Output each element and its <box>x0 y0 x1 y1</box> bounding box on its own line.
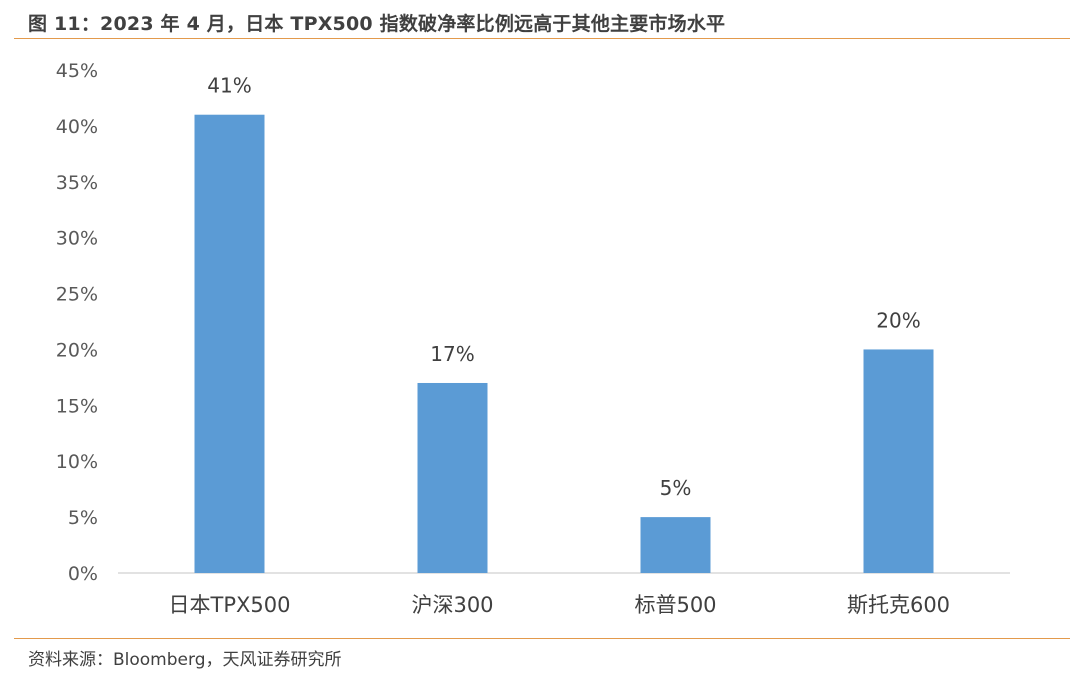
bar-value-label: 41% <box>207 74 251 98</box>
y-tick-label: 35% <box>56 172 98 194</box>
bar <box>194 114 265 573</box>
y-tick-label: 15% <box>56 395 98 417</box>
y-tick-label: 25% <box>56 284 98 306</box>
x-tick-label: 斯托克600 <box>847 593 950 617</box>
y-tick-label: 0% <box>68 563 98 585</box>
x-tick-label: 日本TPX500 <box>169 593 291 617</box>
y-tick-label: 20% <box>56 339 98 361</box>
bar-value-label: 20% <box>876 308 920 332</box>
footer-divider <box>14 638 1070 639</box>
bar-chart: 0% 5% 10% 15% 20% 25% 30% 35% 40% 45% 41% 17% 5% 20%… <box>56 60 1010 617</box>
x-tick-label: 沪深300 <box>411 593 493 617</box>
bars <box>194 114 934 573</box>
bar-value-label: 5% <box>660 476 692 500</box>
data-labels: 41% 17% 5% 20% <box>207 74 920 500</box>
title-divider <box>14 38 1070 39</box>
source-note: 资料来源：Bloomberg，天风证券研究所 <box>28 650 342 670</box>
y-tick-label: 40% <box>56 116 98 138</box>
bar <box>417 382 488 573</box>
y-tick-label: 45% <box>56 60 98 82</box>
y-tick-label: 10% <box>56 451 98 473</box>
x-axis: 日本TPX500 沪深300 标普500 斯托克600 <box>169 593 951 617</box>
bar <box>863 349 934 573</box>
x-tick-label: 标普500 <box>634 593 716 617</box>
y-tick-label: 5% <box>68 507 98 529</box>
bar <box>640 517 711 573</box>
chart-title: 图 11：2023 年 4 月，日本 TPX500 指数破净率比例远高于其他主要… <box>28 13 726 35</box>
y-axis: 0% 5% 10% 15% 20% 25% 30% 35% 40% 45% <box>56 60 98 585</box>
y-tick-label: 30% <box>56 228 98 250</box>
bar-value-label: 17% <box>430 342 474 366</box>
